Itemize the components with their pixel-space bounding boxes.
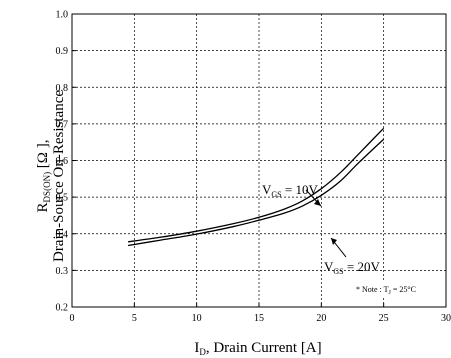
grid-lines — [72, 14, 446, 307]
y-tick-label: 0.5 — [56, 193, 69, 204]
y-tick-label: 0.6 — [56, 156, 69, 167]
x-tick-label: 10 — [192, 313, 202, 324]
x-tick-label: 15 — [254, 313, 264, 324]
y-tick-label: 1.0 — [56, 10, 69, 21]
y-tick-label: 0.9 — [56, 46, 69, 57]
x-tick-label: 25 — [379, 313, 389, 324]
y-axis-title-line1: RDS(ON) [Ω ], — [35, 140, 52, 213]
series-label-vgs-10v: VGS = 10V — [262, 182, 318, 199]
x-tick-label: 0 — [70, 313, 75, 324]
y-tick-label: 0.3 — [56, 266, 69, 277]
axis-ticks: 0 5 10 15 20 25 30 0.2 0.3 0.4 0.5 0.6 0.7 0.8 0.9 1.0 — [56, 10, 451, 325]
x-tick-label: 20 — [316, 313, 326, 324]
series-layer — [127, 127, 385, 247]
y-tick-label: 0.8 — [56, 83, 69, 94]
y-tick-label: 0.2 — [56, 303, 69, 314]
x-tick-label: 5 — [132, 313, 137, 324]
x-axis-title: ID, Drain Current [A] — [194, 340, 321, 357]
y-tick-label: 0.4 — [56, 229, 69, 240]
x-tick-label: 30 — [441, 313, 451, 324]
note-background — [349, 281, 443, 297]
series-label-vgs-20v: VGS = 20V — [324, 259, 380, 276]
annotation-arrowhead-20v — [331, 238, 337, 245]
y-tick-label: 0.7 — [56, 119, 69, 130]
series-line-vgs-10v — [128, 127, 385, 243]
series-line-vgs-20v — [127, 138, 385, 247]
y-axis-title-line2: Drain-Source On-Resistance — [51, 90, 67, 262]
note-text: * Note : TJ = 25°C — [356, 285, 416, 296]
annotation-arrowhead-10v — [314, 199, 321, 206]
